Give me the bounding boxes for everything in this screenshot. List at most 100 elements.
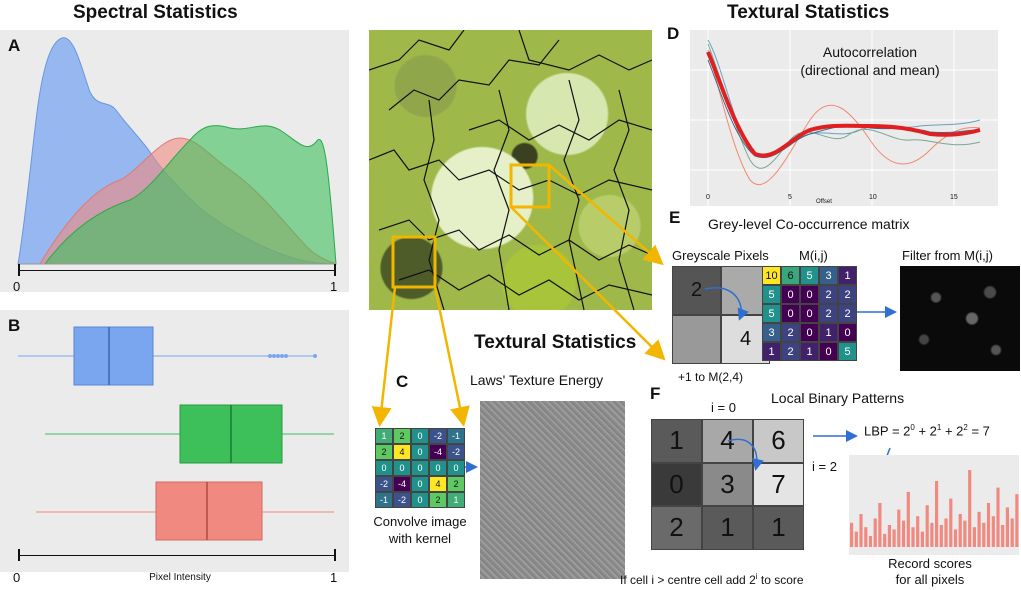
autocorrelation-panel bbox=[690, 30, 998, 206]
matrix-cell: 0 bbox=[781, 285, 800, 304]
tick-b-min bbox=[18, 549, 20, 561]
glcm-filter-image bbox=[900, 266, 1020, 371]
matrix-cell: 0 bbox=[411, 492, 429, 508]
histogram-bar bbox=[868, 536, 873, 547]
density-plot bbox=[17, 37, 337, 265]
matrix-cell: 0 bbox=[411, 428, 429, 444]
matrix-cell: 1 bbox=[702, 506, 753, 550]
matrix-cell: -2 bbox=[393, 492, 411, 508]
matrix-cell: 0 bbox=[393, 460, 411, 476]
matrix-cell: 2 bbox=[781, 342, 800, 361]
laws-filtered-image bbox=[480, 401, 625, 579]
histogram-bar bbox=[1015, 494, 1019, 547]
segmented-aerial-image bbox=[369, 30, 652, 310]
greyscale-pixels-label: Greyscale Pixels bbox=[672, 248, 769, 263]
histogram-bar bbox=[935, 481, 939, 547]
matrix-cell: 4 bbox=[702, 419, 753, 463]
axis-b bbox=[18, 555, 336, 556]
histogram-bar bbox=[920, 531, 924, 547]
histogram-bar bbox=[958, 514, 962, 547]
histogram-bar bbox=[991, 516, 995, 547]
matrix-cell: 0 bbox=[781, 304, 800, 323]
histogram-bar bbox=[864, 527, 868, 547]
textural-title-mid: Textural Statistics bbox=[474, 332, 637, 353]
textural-title-top: Textural Statistics bbox=[727, 2, 890, 23]
matrix-cell: 0 bbox=[800, 285, 819, 304]
histogram-bar bbox=[1005, 507, 1009, 547]
d-tick-5: 5 bbox=[788, 194, 792, 201]
histogram-bar bbox=[911, 527, 915, 547]
matrix-cell: 1 bbox=[753, 506, 804, 550]
histogram-bar bbox=[854, 531, 858, 547]
histogram-bar bbox=[963, 520, 967, 547]
lbp-histogram-bars bbox=[850, 470, 1019, 547]
matrix-cell: 0 bbox=[800, 323, 819, 342]
density-panel bbox=[0, 30, 349, 292]
panel-label-e: E bbox=[669, 208, 681, 227]
lbp-title: Local Binary Patterns bbox=[771, 390, 905, 406]
tick-b-max bbox=[334, 549, 336, 561]
matrix-label: M(i,j) bbox=[799, 248, 828, 263]
matrix-cell: 4 bbox=[393, 444, 411, 460]
matrix-cell: -1 bbox=[375, 492, 393, 508]
tick-label-a-min: 0 bbox=[13, 279, 21, 294]
matrix-cell: 2 bbox=[819, 285, 838, 304]
matrix-cell: 1 bbox=[651, 419, 702, 463]
tick-a-min bbox=[18, 264, 20, 276]
matrix-cell: 0 bbox=[819, 342, 838, 361]
d-tick-0: 0 bbox=[706, 194, 710, 201]
matrix-cell: 5 bbox=[838, 342, 857, 361]
pixel-intensity-label: Pixel Intensity bbox=[149, 572, 211, 583]
matrix-cell: 5 bbox=[800, 266, 819, 285]
matrix-cell: 0 bbox=[411, 444, 429, 460]
matrix-cell: 2 bbox=[651, 506, 702, 550]
matrix-cell: 2 bbox=[375, 444, 393, 460]
matrix-cell: 2 bbox=[447, 476, 465, 492]
box-blue bbox=[73, 326, 154, 386]
matrix-cell: 1 bbox=[838, 266, 857, 285]
pixel-value-a: 2 bbox=[690, 279, 703, 301]
matrix-cell: -4 bbox=[429, 444, 447, 460]
lbp-rule: If cell i > centre cell add 2i to score bbox=[620, 572, 804, 587]
matrix-cell: 1 bbox=[800, 342, 819, 361]
matrix-cell: 3 bbox=[819, 266, 838, 285]
tick-label-b-max: 1 bbox=[330, 570, 338, 585]
histogram-bar bbox=[968, 470, 972, 547]
histogram-bar bbox=[986, 503, 991, 547]
matrix-cell: 6 bbox=[781, 266, 800, 285]
histogram-bar bbox=[972, 527, 976, 547]
matrix-cell: 3 bbox=[702, 462, 753, 507]
matrix-cell: 2 bbox=[819, 304, 838, 323]
matrix-cell: 6 bbox=[753, 419, 804, 463]
lbp-formula: LBP = 20 + 21 + 22 = 7 bbox=[864, 423, 990, 439]
panel-label-a: A bbox=[8, 36, 21, 55]
histogram-bar bbox=[878, 503, 882, 547]
matrix-cell: 1 bbox=[819, 323, 838, 342]
panel-label-d: D bbox=[667, 24, 680, 43]
matrix-cell: 3 bbox=[762, 323, 781, 342]
segment-boundaries bbox=[369, 30, 652, 310]
matrix-cell: 0 bbox=[651, 462, 702, 507]
histogram-bar bbox=[892, 529, 896, 547]
matrix-cell: 0 bbox=[375, 460, 393, 476]
panel-label-c: C bbox=[396, 372, 409, 391]
histogram-bar bbox=[901, 520, 906, 547]
histogram-bar bbox=[977, 511, 981, 547]
matrix-cell: 0 bbox=[429, 460, 447, 476]
histogram-bar bbox=[949, 498, 953, 547]
d-tick-10: 10 bbox=[869, 194, 877, 201]
axis-a bbox=[18, 270, 336, 271]
tick-label-b-min: 0 bbox=[13, 570, 21, 585]
increment-note: +1 to M(2,4) bbox=[678, 370, 744, 384]
histogram-bar bbox=[996, 487, 1000, 547]
spectral-title: Spectral Statistics bbox=[73, 2, 238, 23]
glcm-title: Grey-level Co-occurrence matrix bbox=[708, 216, 910, 232]
histogram-bar bbox=[850, 522, 854, 547]
histogram-bar bbox=[925, 505, 929, 547]
laws-kernel: 1 2 0 -2 -1 2 4 0 -4 -2 0 0 0 0 0 -2 -4 0 4 2 -1 -2 0 2 1 bbox=[375, 428, 465, 508]
record-caption-2: for all pixels bbox=[895, 572, 965, 587]
matrix-cell: -1 bbox=[447, 428, 465, 444]
histogram-bar bbox=[916, 516, 920, 547]
histogram-bar bbox=[1001, 525, 1005, 547]
